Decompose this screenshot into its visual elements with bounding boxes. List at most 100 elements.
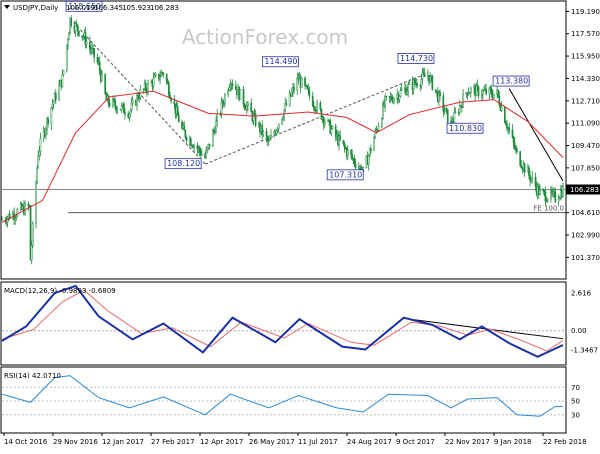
candle-body <box>168 83 170 96</box>
candle-body <box>488 87 491 95</box>
candle-body <box>91 48 93 52</box>
price-tick-label: 112.710 <box>571 97 600 105</box>
candle-body <box>543 190 546 192</box>
candle-body <box>51 103 54 108</box>
candle-body <box>76 24 79 32</box>
candle-body <box>300 77 303 88</box>
candle-body <box>284 103 287 111</box>
collapse-triangle-icon[interactable] <box>4 5 10 9</box>
candle-body <box>438 92 440 102</box>
candle-body <box>216 113 219 122</box>
candle-body <box>81 35 83 38</box>
candle-body <box>503 107 506 123</box>
candle-body <box>352 158 355 160</box>
candle-body <box>124 112 126 115</box>
candle-body <box>412 79 415 90</box>
date-tick-label: 22 Feb 2018 <box>543 438 587 446</box>
price-tick-label: 114.330 <box>571 75 600 83</box>
candle-body <box>147 82 149 92</box>
candle-body <box>129 109 132 115</box>
candle-body <box>429 75 432 83</box>
candle-body <box>196 145 199 150</box>
candle-body <box>142 88 145 91</box>
candle-body <box>85 41 88 45</box>
candle-body <box>96 57 99 63</box>
candle-body <box>558 197 561 200</box>
candle-body <box>334 125 337 137</box>
swing-label: 114.730 <box>397 53 435 64</box>
candle-body <box>483 89 485 92</box>
candle-body <box>420 78 423 86</box>
rsi-title: RSI(14) 42.0710 <box>4 372 61 380</box>
swing-labels: 118.650 108.120 114.490 107.310 114.730 110.8… <box>65 0 530 181</box>
price-tick-label: 111.090 <box>571 120 600 128</box>
candle-body <box>373 137 376 151</box>
candle-body <box>153 75 156 79</box>
candle-body <box>304 77 306 86</box>
fe-level-label: FE 100.0 <box>533 205 564 213</box>
candle-body <box>181 121 183 129</box>
candle-body <box>131 100 134 104</box>
candle-body <box>242 89 245 105</box>
macd-panel-frame <box>0 281 567 366</box>
ema-line <box>1 90 564 223</box>
candle-body <box>384 96 386 107</box>
candle-body <box>469 87 472 94</box>
price-panel-frame <box>0 0 567 280</box>
price-tick-label: 101.370 <box>571 254 600 262</box>
candle-body <box>497 89 500 97</box>
macd-tick-label: -1.3467 <box>571 347 598 355</box>
rsi-tick-label: 70 <box>571 384 580 392</box>
swing-label: 113.380 <box>492 75 530 87</box>
candle-body <box>35 182 37 224</box>
candle-body <box>475 84 478 97</box>
candle-body <box>14 217 17 220</box>
candle-body <box>519 151 522 166</box>
candle-body <box>390 96 393 101</box>
candle-body <box>68 32 70 41</box>
candle-body <box>24 203 26 215</box>
candle-body <box>306 85 309 89</box>
candle-body <box>193 145 195 149</box>
candle-body <box>107 95 110 104</box>
candle-body <box>350 149 352 155</box>
candle-body <box>344 147 347 150</box>
candle-body <box>323 121 326 125</box>
candle-body <box>293 87 295 91</box>
watermark: ActionForex.com <box>182 25 348 49</box>
candle-body <box>529 175 531 181</box>
candle-body <box>113 98 115 101</box>
swing-label: 110.830 <box>446 122 484 134</box>
candle-body <box>500 107 503 111</box>
swing-label: 107.310 <box>326 169 364 181</box>
svg-text:114.490: 114.490 <box>264 57 297 66</box>
macd-tick-label: 2.616 <box>571 289 592 297</box>
candle-body <box>453 112 456 124</box>
candle-body <box>189 138 192 146</box>
candle-body <box>54 93 57 100</box>
candle-body <box>205 150 208 158</box>
candle-body <box>276 128 279 131</box>
candle-body <box>482 90 484 96</box>
candle-body <box>231 83 234 87</box>
candle-body <box>38 150 41 156</box>
candle-body <box>152 77 155 87</box>
candle-body <box>136 95 138 106</box>
candle-body <box>407 84 410 92</box>
candle-body <box>101 74 103 82</box>
candle-body <box>439 92 441 96</box>
candle-body <box>467 92 470 96</box>
candle-body <box>104 74 107 94</box>
symbol-title: USDJPY,Daily <box>13 4 58 12</box>
candle-body <box>343 143 346 148</box>
candle-body <box>423 73 426 77</box>
candle-body <box>61 74 64 88</box>
candle-body <box>477 86 480 97</box>
candle-body <box>516 148 518 152</box>
candle-body <box>47 118 49 125</box>
macd-line <box>1 284 564 358</box>
candle-body <box>381 118 383 127</box>
svg-text:113.380: 113.380 <box>495 77 528 86</box>
candle-body <box>458 105 461 113</box>
